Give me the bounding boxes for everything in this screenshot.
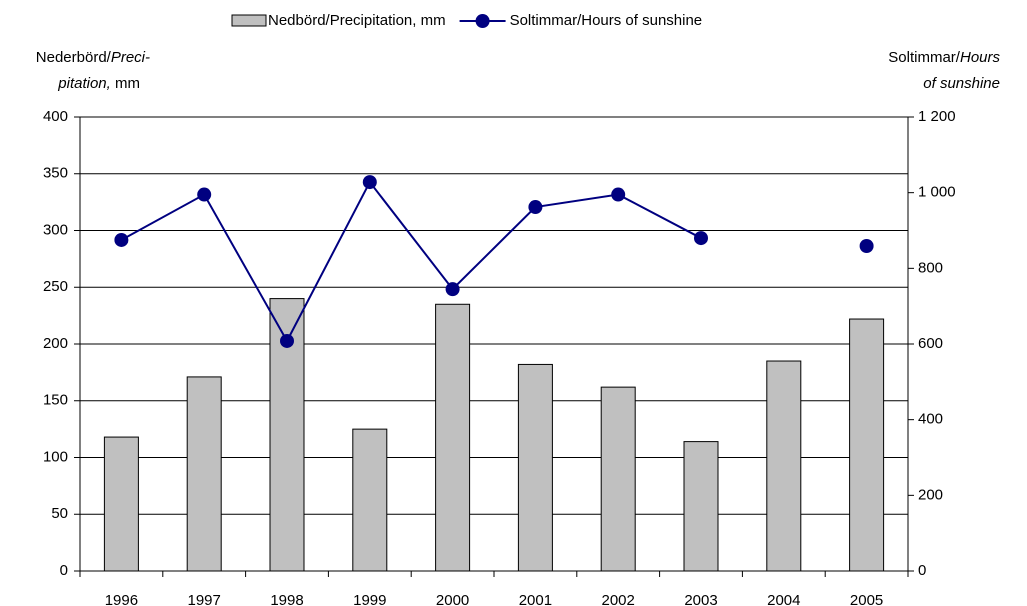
- y2-tick-label: 1 200: [918, 108, 956, 125]
- y2-tick-label: 400: [918, 411, 943, 428]
- y-tick-label: 100: [43, 448, 68, 465]
- legend-label: Nedbörd/Precipitation, mm: [268, 12, 446, 29]
- marker: [611, 187, 626, 202]
- bar: [435, 303, 471, 572]
- bar: [352, 428, 388, 572]
- bar: [103, 436, 139, 572]
- y2-tick-label: 200: [918, 486, 943, 503]
- bar: [517, 363, 553, 572]
- y-axis-label: Nederbörd/Preci-: [36, 49, 150, 66]
- bar: [849, 318, 885, 572]
- y-tick-label: 200: [43, 335, 68, 352]
- marker: [528, 200, 543, 215]
- y2-tick-label: 1 000: [918, 184, 956, 201]
- y-label-part: pitation,: [57, 75, 111, 92]
- y-tick-label: 50: [51, 505, 68, 522]
- marker: [694, 231, 708, 246]
- x-tick-label: 2000: [436, 592, 469, 606]
- line: [121, 182, 866, 341]
- legend-marker: [475, 14, 490, 28]
- y-tick-label: 300: [43, 221, 68, 238]
- marker: [114, 232, 129, 247]
- y2-tick-label: 600: [918, 335, 943, 352]
- x-tick-label: 2002: [602, 592, 635, 606]
- y2-label-part: Soltimmar/: [888, 49, 961, 66]
- y2-tick-label: 800: [918, 259, 943, 276]
- x-tick-label: 2005: [850, 592, 883, 606]
- y2-tick-label: 0: [918, 562, 926, 579]
- x-tick-label: 2001: [519, 592, 552, 606]
- x-tick-label: 1996: [105, 592, 138, 606]
- x-tick-label: 1998: [270, 592, 303, 606]
- y-tick-label: 400: [43, 108, 68, 125]
- y-tick-label: 250: [43, 278, 68, 295]
- y-label-part: mm: [115, 75, 140, 92]
- bar: [186, 376, 222, 572]
- x-tick-label: 1997: [188, 592, 221, 606]
- y2-axis-label: of sunshine: [923, 75, 1000, 92]
- bar: [600, 386, 636, 572]
- y-tick-label: 0: [60, 562, 68, 579]
- x-tick-label: 1999: [353, 592, 386, 606]
- x-tick-label: 2004: [767, 592, 800, 606]
- marker: [362, 175, 377, 190]
- y-axis-label: pitation, mm: [57, 75, 140, 92]
- marker: [859, 239, 874, 254]
- y-label-part: Preci-: [111, 49, 150, 66]
- marker: [280, 333, 294, 348]
- marker: [197, 187, 212, 202]
- bar: [683, 441, 719, 572]
- y2-axis-label: Soltimmar/Hours: [888, 49, 1000, 66]
- y2-label-part: Hours: [960, 49, 1001, 66]
- y-tick-label: 350: [43, 165, 68, 182]
- y-label-part: Nederbörd/: [36, 49, 112, 66]
- marker: [445, 282, 460, 297]
- x-tick-label: 2003: [684, 592, 717, 606]
- y-tick-label: 150: [43, 392, 68, 409]
- legend-swatch: [231, 14, 267, 27]
- legend-label: Soltimmar/Hours of sunshine: [510, 12, 703, 29]
- bar: [766, 360, 802, 572]
